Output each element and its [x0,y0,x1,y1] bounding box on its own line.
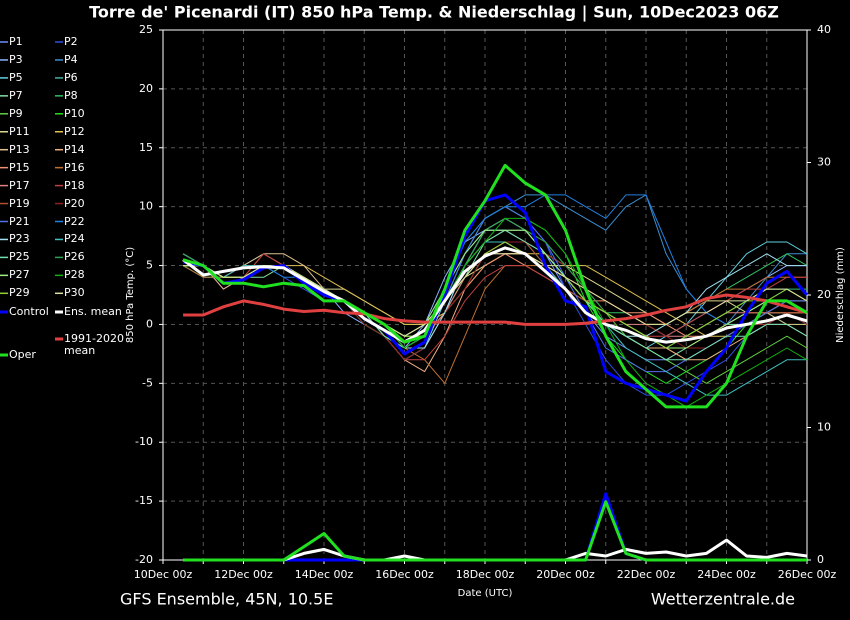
footer-left: GFS Ensemble, 45N, 10.5E [120,590,333,609]
footer-right: Wetterzentrale.de [651,590,795,609]
legend-label: Ens. mean [64,305,122,318]
legend-label: P6 [64,70,78,84]
legend-label: Oper [9,348,36,361]
legend-label: P11 [9,124,30,138]
temp-line [183,229,808,361]
y-axis-label: 850 hPa Temp. (°C) [125,247,136,343]
legend-label: P18 [64,178,85,192]
y-tick-label: -5 [142,376,153,389]
temp-line [183,253,807,325]
chart-title: Torre de' Picenardi (IT) 850 hPa Temp. &… [89,3,779,23]
x-tick-label: 24Dec 00z [697,568,756,581]
y2-axis-label: Niederschlag (mm) [835,247,846,343]
legend-label: Control [9,305,49,318]
x-tick-label: 16Dec 00z [375,568,434,581]
legend-label: P23 [9,232,30,246]
legend-label: 1991-2020 mean [64,332,124,357]
legend-label: P12 [64,124,85,138]
legend-label: P21 [9,214,30,228]
temp-line [182,206,807,373]
legend-label: P5 [9,70,23,84]
legend-label: P30 [64,286,85,300]
y2-tick-label: 0 [817,553,824,566]
x-tick-label: 26Dec 00z [778,568,837,581]
x-tick-label: 10Dec 00z [134,568,193,581]
y-tick-label: 0 [146,317,153,330]
legend-label: P29 [9,286,30,300]
y-tick-label: 5 [146,259,153,272]
x-tick-label: 12Dec 00z [214,568,273,581]
x-tick-label: 20Dec 00z [536,568,595,581]
legend-label: P26 [64,250,85,264]
legend-label: P2 [64,35,78,48]
legend-label: P15 [9,160,30,174]
temp-line [182,217,808,361]
temp-line [183,206,807,384]
x-tick-label: 18Dec 00z [456,568,515,581]
legend-label: P17 [9,178,30,192]
legend-label: P3 [9,52,23,66]
legend-label: P24 [64,232,85,246]
legend-label: P7 [9,88,23,102]
legend-label: P16 [64,160,85,174]
y2-tick-label: 30 [817,156,831,169]
legend-label: P25 [9,250,30,264]
legend-label: P22 [64,214,85,228]
legend-label: P8 [64,88,78,102]
precip-line [183,538,808,562]
y2-tick-label: 40 [817,23,831,36]
temp-line [182,163,808,409]
legend-label: P20 [64,196,85,210]
legend-label: P10 [64,106,85,120]
y2-tick-label: 20 [817,288,831,301]
legend-label: P27 [9,268,30,282]
legend-label: P1 [9,35,23,48]
legend-label: P28 [64,268,85,282]
temp-line [183,194,807,349]
temp-line [183,293,808,326]
temp-line [183,217,808,408]
temp-line [182,246,808,344]
temp-line [183,229,808,361]
legend-label: P19 [9,196,30,210]
y-tick-label: -15 [135,494,153,507]
x-tick-label: 22Dec 00z [617,568,676,581]
legend-label: P9 [9,106,23,120]
y-tick-label: 10 [139,200,153,213]
y2-tick-label: 10 [817,421,831,434]
y-tick-label: 15 [139,141,153,154]
x-tick-label: 14Dec 00z [295,568,354,581]
temp-line [183,229,808,361]
y-tick-label: -10 [135,435,153,448]
y-tick-label: -20 [135,553,153,566]
legend-label: P4 [64,52,78,66]
legend-label: P14 [64,142,85,156]
y-tick-label: 25 [139,23,153,36]
x-axis-label: Date (UTC) [458,588,513,599]
legend-label: P13 [9,142,30,156]
precip-line [183,500,807,562]
y-tick-label: 20 [139,82,153,95]
